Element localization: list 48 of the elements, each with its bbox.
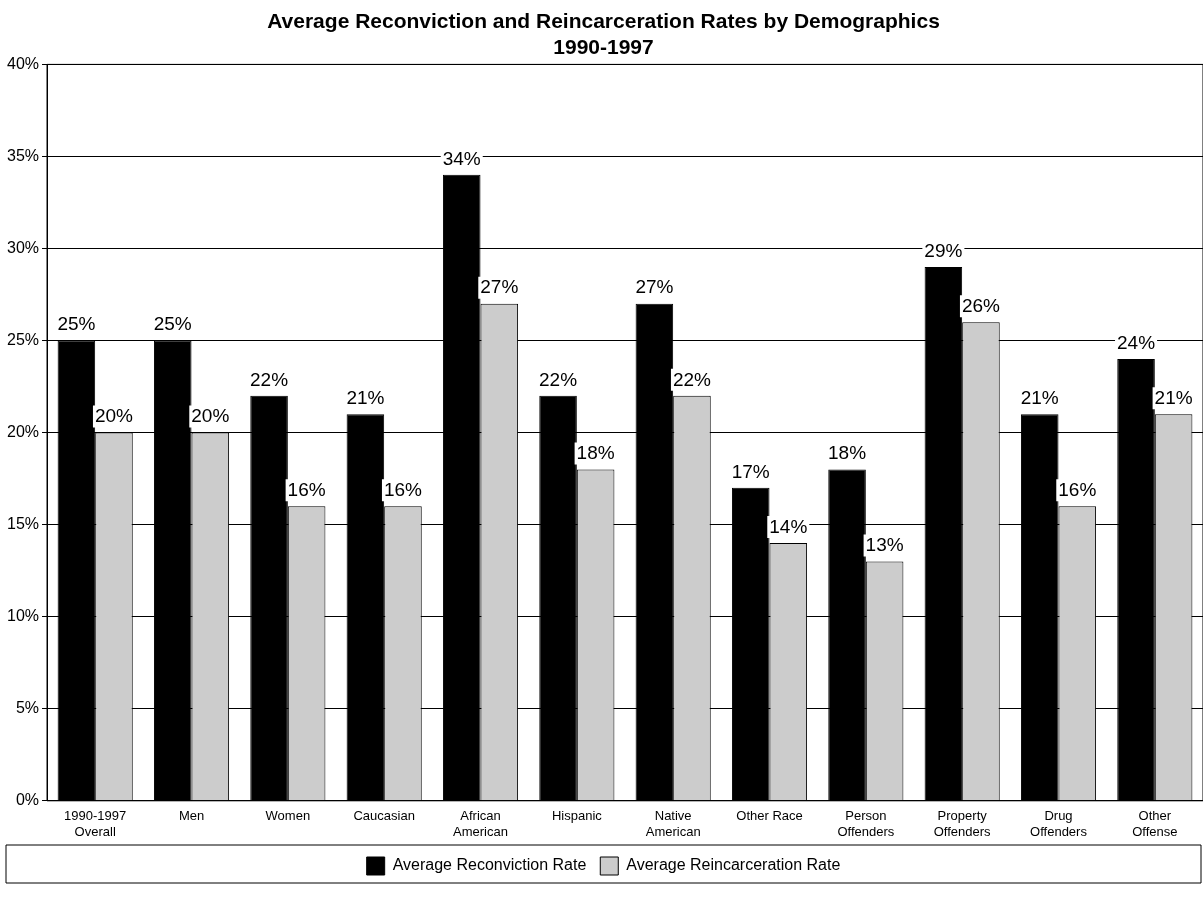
x-tick-label: Hispanic [551,808,603,824]
x-tick-label: Native American [645,808,701,839]
legend-label: Average Reconviction Rate [392,856,587,874]
x-tick-label: African American [453,808,508,839]
data-label: 29% [924,239,963,261]
x-tick-label: Caucasian [353,808,415,824]
data-label: 16% [287,478,326,500]
data-label: 21% [1020,386,1059,408]
data-label: 25% [153,313,192,335]
data-label: 13% [865,534,904,556]
y-tick-label: 0% [15,791,40,809]
y-tick-label: 30% [6,238,40,256]
data-label: 22% [672,368,712,390]
legend-label: Average Reincarceration Rate [626,856,841,874]
data-label: 18% [576,442,615,464]
data-label: 16% [383,478,423,500]
data-label: 25% [57,313,96,335]
y-tick-label: 5% [15,699,40,717]
data-label: 27% [480,276,519,298]
x-tick-label: Property Offenders [933,808,992,839]
data-label: 22% [539,368,578,390]
y-tick-label: 35% [6,146,40,164]
y-tick-label: 40% [6,54,40,72]
chart-title: Average Reconviction and Reincarceration Rates by Demographics 1990-1997 [267,9,940,58]
data-label: 14% [769,515,808,537]
y-tick-label: 15% [6,515,40,533]
data-label: 22% [250,368,289,390]
x-tick-label: Person Offenders [837,808,895,839]
data-label: 20% [94,405,134,427]
data-label: 18% [828,442,867,464]
data-label: 34% [442,147,481,169]
x-tick-label: Women [265,808,311,824]
data-label: 26% [961,294,1001,316]
y-tick-label: 20% [6,423,40,441]
x-tick-label: Other Offense [1132,808,1178,839]
x-tick-label: Men [178,808,205,824]
data-label: 24% [1117,331,1156,353]
x-tick-label: Drug Offenders [1030,808,1088,839]
data-label: 17% [731,460,770,482]
x-tick-label: Other Race [736,808,803,824]
y-tick-label: 25% [6,330,40,348]
y-tick-label: 10% [6,607,40,625]
data-label: 21% [1154,386,1193,408]
data-label: 20% [191,405,230,427]
data-label: 21% [346,386,385,408]
data-label: 16% [1058,478,1097,500]
x-tick-label: 1990-1997 Overall [64,808,127,839]
data-label: 27% [635,276,674,298]
